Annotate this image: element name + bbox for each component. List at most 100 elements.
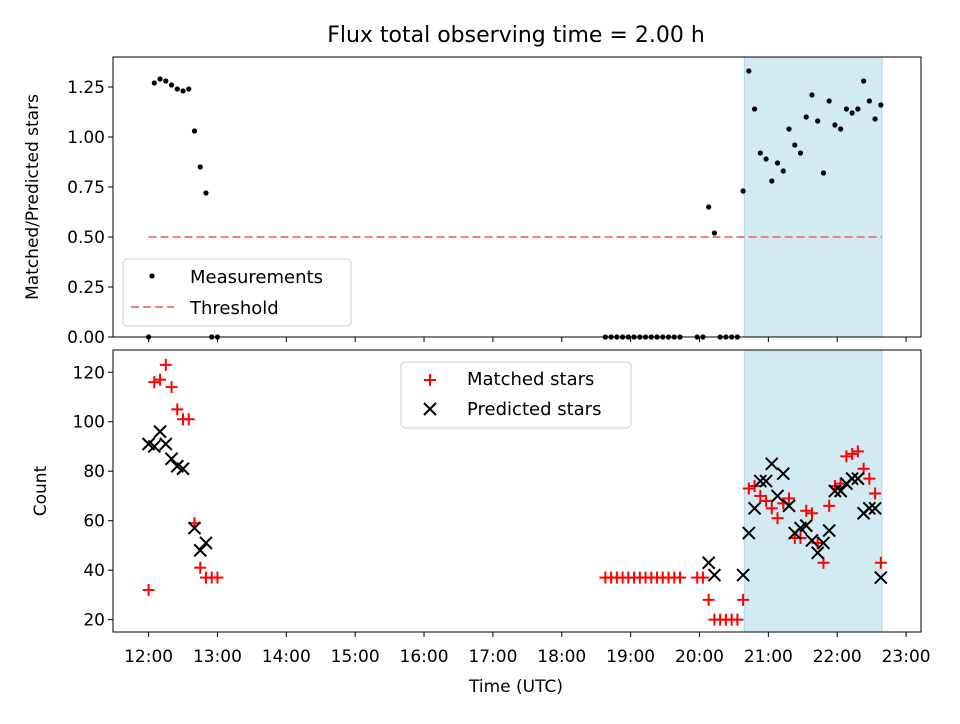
predicted-star-25 (810, 546, 825, 560)
predicted-star-4-b (164, 452, 179, 466)
predicted-star-18 (770, 489, 785, 503)
measurement-point-4 (168, 82, 175, 88)
predicted-star-11-b (707, 568, 722, 582)
predicted-star-16-b (759, 474, 773, 488)
predicted-star-14-b (747, 501, 762, 516)
measurement-point-29 (706, 204, 712, 210)
top-y-axis: 0.00 0.25 0.50 0.75 1.00 1.25 (67, 78, 113, 348)
bottom-y-tick-label-5: 120 (73, 363, 105, 383)
bottom-y-tick-label-2: 60 (83, 512, 105, 532)
top-panel: 0.00 0.25 0.50 0.75 1.00 1.25 Matched/Predict… (23, 56, 922, 348)
matched-star-47 (805, 507, 818, 520)
bottom-y-tick-label-4: 100 (73, 413, 105, 433)
predicted-star-8 (193, 543, 207, 558)
matched-star-34 (731, 613, 744, 626)
predicted-star-6-b (176, 462, 190, 476)
predicted-star-4 (164, 452, 179, 466)
matched-star-5 (171, 403, 184, 416)
measurement-point-38 (757, 150, 763, 156)
matched-star-46 (800, 504, 813, 517)
predicted-star-0-b (141, 437, 156, 451)
predicted-star-19-b (776, 466, 790, 481)
measurement-point-48 (815, 118, 821, 124)
measurement-point-45 (797, 150, 804, 156)
measurement-point-53 (843, 106, 849, 112)
bottom-x-tick-label-6: 18:00 (537, 647, 586, 667)
predicted-star-17-b (765, 457, 779, 471)
bottom-legend-box (400, 361, 632, 429)
predicted-star-15-b (753, 474, 768, 488)
predicted-star-20 (782, 499, 796, 513)
bottom-y-axis-label: Count (31, 465, 51, 516)
top-y-axis-label: Matched/Predicted stars (23, 94, 43, 300)
top-legend-box (122, 258, 352, 327)
matched-star-0 (142, 583, 155, 596)
measurement-point-40 (769, 178, 775, 184)
predicted-star-12-b (736, 568, 750, 582)
predicted-star-12 (736, 568, 750, 582)
measurement-point-30 (711, 230, 718, 236)
legend-measurements-label: Measurements (190, 267, 323, 288)
measurement-point-37 (751, 106, 758, 112)
predicted-star-7 (187, 521, 202, 535)
predicted-star-29 (833, 484, 848, 498)
predicted-star-18-b (770, 489, 785, 503)
top-highlight-span (743, 56, 883, 338)
matched-star-50 (823, 499, 836, 512)
measurement-point-7 (186, 86, 192, 92)
bottom-x-tick-label-10: 22:00 (813, 647, 862, 667)
measurement-point-54 (849, 110, 855, 116)
bottom-panel: 20 40 60 80 100 120 12:00 13:00 14:00 15:00 16:00… (31, 349, 931, 697)
bottom-x-tick-label-9: 21:00 (744, 647, 793, 667)
predicted-star-34-b (862, 501, 877, 516)
predicted-star-31 (845, 471, 859, 486)
predicted-star-15 (753, 474, 768, 488)
predicted-star-34 (862, 501, 877, 516)
predicted-star-36-b (874, 570, 888, 585)
measurement-points-layer (145, 68, 884, 340)
measurement-point-1 (151, 80, 157, 86)
bottom-y-tick-label-1: 40 (83, 561, 105, 581)
predicted-star-9-b (199, 536, 213, 550)
predicted-star-23-b (799, 518, 813, 533)
matched-star-28 (696, 571, 709, 584)
top-axes-frame (112, 56, 922, 338)
bottom-x-tick-label-4: 16:00 (400, 647, 449, 667)
predicted-star-24 (805, 533, 819, 548)
top-y-tick-label-5: 1.25 (67, 78, 105, 98)
measurement-point-43 (786, 126, 792, 132)
matched-star-12 (211, 571, 224, 584)
predicted-star-27 (822, 523, 836, 538)
bottom-highlight-span (743, 349, 883, 633)
top-y-tick-label-2: 0.50 (67, 228, 105, 248)
matched-star-3 (159, 358, 172, 371)
bottom-axes-frame (112, 349, 922, 633)
bottom-x-tick-label-5: 17:00 (468, 647, 517, 667)
top-y-tick-label-4: 1.00 (67, 128, 105, 148)
predicted-star-1 (147, 439, 162, 454)
predicted-star-11 (707, 568, 722, 582)
measurement-point-5 (174, 86, 180, 92)
measurement-point-46 (803, 114, 809, 120)
measurement-point-35 (740, 188, 746, 194)
predicted-star-3 (159, 437, 173, 451)
predicted-star-2-b (153, 424, 167, 439)
legend-predicted-marker (423, 402, 437, 416)
legend-predicted-label: Predicted stars (467, 399, 601, 420)
x-axis-label: Time (UTC) (468, 677, 563, 697)
predicted-star-28-b (828, 484, 842, 498)
measurement-point-36 (746, 68, 752, 74)
measurement-point-55 (855, 106, 861, 112)
bottom-y-axis: 20 40 60 80 100 120 (73, 363, 113, 631)
predicted-star-29-b (833, 484, 848, 498)
predicted-star-19 (776, 466, 790, 481)
predicted-star-9 (199, 536, 213, 550)
predicted-star-24-b (805, 533, 819, 548)
bottom-legend: Matched stars Predicted stars (400, 361, 632, 429)
predicted-star-1-b (147, 439, 162, 454)
predicted-star-7-b (187, 521, 202, 535)
bottom-x-tick-label-2: 14:00 (262, 647, 311, 667)
measurement-point-52 (838, 126, 844, 132)
measurement-point-2 (157, 76, 163, 82)
